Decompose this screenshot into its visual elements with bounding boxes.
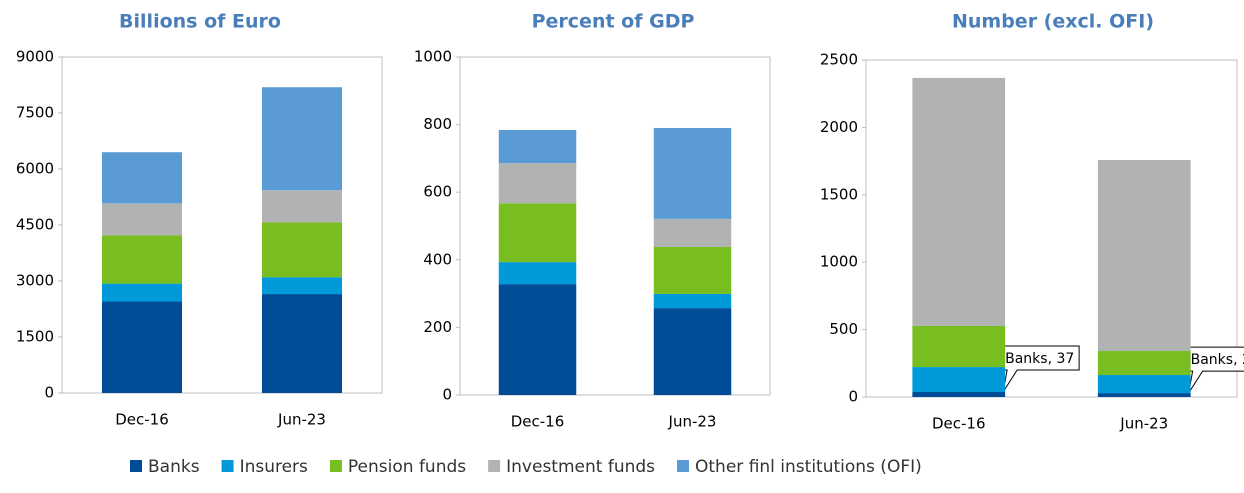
y-tick-label: 1000 <box>820 253 858 271</box>
bar-segment <box>102 283 182 302</box>
bar-segment <box>262 294 342 393</box>
legend-swatch <box>329 460 342 472</box>
y-tick-label: 9000 <box>16 48 54 66</box>
legend-swatch <box>488 460 501 472</box>
bar-segment <box>262 277 342 295</box>
bar-segment <box>262 87 342 191</box>
bar-segment <box>1097 351 1191 376</box>
x-tick-label: Jun-23 <box>277 411 326 429</box>
y-tick-label: 1500 <box>820 185 858 203</box>
bar-segment <box>653 246 732 294</box>
y-tick-label: 0 <box>44 384 54 402</box>
y-tick-label: 3000 <box>16 272 54 290</box>
legend-swatch <box>221 460 234 472</box>
bar-segment <box>102 203 182 236</box>
data-label: Banks, 29 <box>1191 352 1244 368</box>
y-tick-label: 6000 <box>16 160 54 178</box>
chart-title: Percent of GDP <box>532 11 695 33</box>
legend-swatch <box>130 460 142 472</box>
bar-segment <box>102 235 182 284</box>
bar-segment <box>498 130 577 164</box>
y-tick-label: 0 <box>848 388 858 406</box>
legend-label: Investment funds <box>506 457 655 477</box>
legend-swatch <box>677 460 690 472</box>
y-tick-label: 800 <box>423 115 452 133</box>
chart-title: Billions of Euro <box>119 11 281 33</box>
y-tick-label: 1500 <box>16 328 54 346</box>
legend-label: Other finl institutions (OFI) <box>695 457 922 477</box>
bar-segment <box>498 163 577 204</box>
bar-segment <box>912 325 1006 368</box>
y-tick-label: 600 <box>423 183 452 201</box>
y-tick-label: 2500 <box>820 51 858 69</box>
x-tick-label: Dec-16 <box>115 411 169 429</box>
bar-segment <box>653 308 732 395</box>
y-tick-label: 1000 <box>414 48 452 66</box>
chart-title: Number (excl. OFI) <box>952 11 1154 33</box>
bar-segment <box>262 190 342 223</box>
x-tick-label: Dec-16 <box>932 415 986 433</box>
bar-segment <box>1097 375 1191 394</box>
bar-segment <box>1097 160 1191 352</box>
bar-segment <box>912 392 1006 397</box>
bar-segment <box>102 152 182 204</box>
y-tick-label: 500 <box>829 320 858 338</box>
x-tick-label: Dec-16 <box>511 413 565 431</box>
bar-segment <box>498 284 577 395</box>
bar-segment <box>498 262 577 285</box>
plot-area <box>865 59 1238 398</box>
bar-segment <box>653 293 732 309</box>
legend-label: Banks <box>148 457 200 477</box>
bar-segment <box>102 301 182 393</box>
data-label: Banks, 37 <box>1005 351 1074 367</box>
y-tick-label: 200 <box>423 318 452 336</box>
x-tick-label: Jun-23 <box>1119 415 1168 433</box>
bar-segment <box>1097 393 1191 397</box>
y-tick-label: 7500 <box>16 104 54 122</box>
bar-segment <box>912 77 1006 326</box>
y-tick-label: 2000 <box>820 118 858 136</box>
y-tick-label: 0 <box>442 386 452 404</box>
bar-segment <box>653 127 732 219</box>
y-tick-label: 4500 <box>16 216 54 234</box>
plot-area <box>459 56 771 396</box>
legend-label: Insurers <box>240 457 308 477</box>
x-tick-label: Jun-23 <box>668 413 717 431</box>
bar-segment <box>262 222 342 278</box>
bar-segment <box>498 203 577 263</box>
bar-segment <box>912 367 1006 393</box>
y-tick-label: 400 <box>423 250 452 268</box>
bar-segment <box>653 218 732 247</box>
legend-label: Pension funds <box>348 457 466 477</box>
